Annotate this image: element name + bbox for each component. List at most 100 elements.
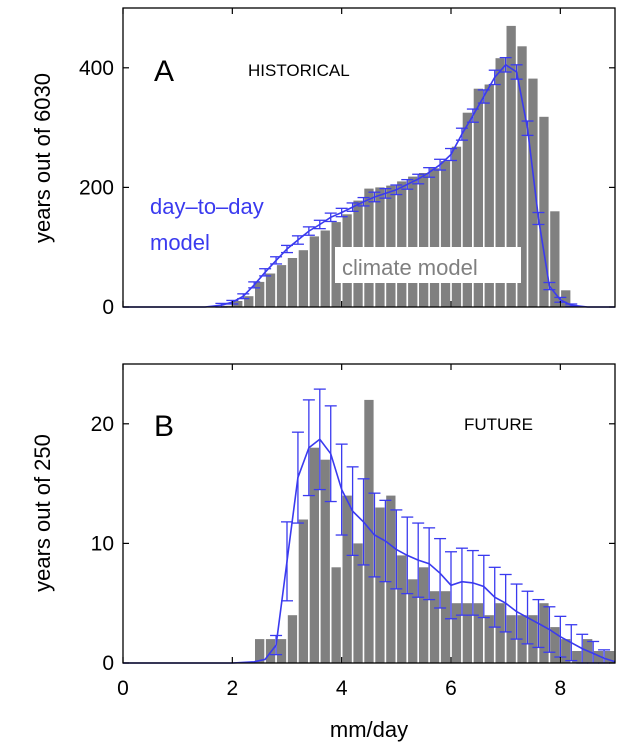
panel-b-letter: B (154, 410, 174, 443)
panel-b-error-bar (488, 566, 501, 628)
panel-a-error-bar (281, 244, 293, 254)
x-axis-label: mm/day (330, 717, 408, 742)
panel-b-error-bar (302, 399, 315, 497)
panel-a-bar-legend-bg (335, 247, 521, 283)
panel-b-bar (462, 603, 472, 663)
panel-a-bar (244, 296, 254, 307)
panel-b-error-bar (499, 573, 512, 633)
panel-b-error-bar (313, 388, 326, 491)
panel-b-error-bar (270, 634, 283, 656)
panel-a-bar (561, 290, 571, 307)
panel-a: 0 200 400 A HISTORICAL day–to–day model cl… (30, 7, 616, 319)
panel-b-error-bar (423, 527, 436, 601)
panel-a-error-bar (335, 207, 348, 218)
panel-b-error-bar (532, 598, 545, 649)
panel-b-error-bar (412, 522, 425, 598)
panel-b-ytick-label: 20 (91, 413, 114, 436)
panel-b-error-bar (521, 590, 534, 645)
panel-b-error-bar (291, 431, 304, 524)
panel-b-error-bar (357, 478, 370, 566)
panel-b-error-bar (281, 521, 293, 602)
panel-a-bar (287, 258, 298, 307)
panel-a-error-bar (412, 173, 425, 185)
panel-a-error-bar (379, 187, 392, 199)
panel-a-error-bar (291, 235, 304, 245)
panel-a-error-bar (401, 178, 414, 190)
panel-a-axes-frame (122, 7, 616, 308)
panel-b-bar (287, 615, 298, 663)
panel-b-bar (550, 627, 560, 663)
panel-b-xtick-label: 4 (336, 677, 348, 700)
panel-b-bar (451, 603, 462, 663)
panel-a-error-bar (259, 268, 272, 277)
panel-a-bar (255, 281, 265, 307)
panel-b-bar (429, 591, 440, 663)
panel-b-bar (539, 603, 549, 663)
panel-a-bar (517, 46, 527, 308)
panel-b-bar (561, 639, 571, 663)
panel-b-bar (440, 591, 451, 663)
panel-b-model-line (123, 388, 616, 664)
panel-b-error-bar (346, 466, 359, 557)
panel-b-bar (473, 603, 483, 663)
panel-b-xtick-label: 0 (117, 677, 129, 700)
panel-a-line-legend-2: model (150, 230, 210, 255)
panel-a-bar (550, 211, 560, 307)
panel-b-bar (386, 495, 396, 663)
panel-b: 0 2 4 6 8 0 10 20 B FUTURE years out of 250 mm/… (30, 363, 616, 742)
panel-b-bar (419, 567, 429, 663)
panel-a-bar (440, 161, 451, 307)
panel-b-error-bar (455, 547, 468, 616)
panel-b-ticks: 0 2 4 6 8 0 10 20 (91, 364, 615, 700)
panel-b-bar (320, 459, 330, 663)
panel-a-error-bar (532, 211, 545, 226)
panel-b-xtick-label: 6 (445, 677, 457, 700)
panel-b-error-bar (335, 443, 348, 536)
panel-a-error-bar (466, 108, 479, 123)
panel-a-bar (506, 25, 516, 308)
panel-b-bar (331, 567, 341, 663)
panel-a-error-bar (390, 184, 403, 196)
panel-a-bar (408, 176, 418, 307)
panel-b-error-bar (565, 624, 578, 662)
panel-a-bar (276, 265, 287, 307)
panel-a-ytick-label: 400 (79, 57, 114, 80)
panel-a-bar (484, 84, 494, 307)
panel-a-error-bar (488, 69, 501, 86)
panel-b-ylabel: years out of 250 (30, 434, 55, 592)
panel-a-line-legend-1: day–to–day (150, 194, 264, 219)
panel-a-bar (419, 173, 429, 307)
panel-a-bar (528, 78, 538, 307)
panel-b-ytick-label: 0 (102, 652, 114, 675)
panel-a-bar (397, 181, 407, 307)
panel-a-error-bar (434, 158, 447, 171)
panel-a-error-bar (499, 56, 512, 73)
panel-b-bar (364, 399, 374, 663)
panel-a-error-bar (302, 226, 315, 236)
panel-b-error-bar (445, 551, 457, 620)
panel-b-bar (276, 639, 287, 663)
panel-b-bar (593, 651, 604, 663)
panel-a-error-bar (510, 64, 523, 80)
panel-b-bar (604, 651, 615, 663)
panel-a-ylabel: years out of 6030 (30, 73, 55, 243)
panel-a-error-bar (368, 191, 381, 203)
panel-b-bar (528, 615, 538, 663)
panel-b-error-bar (466, 549, 479, 616)
panel-a-error-bar (237, 293, 250, 300)
panel-b-error-bar (543, 606, 556, 653)
panel-b-xtick-label: 2 (226, 677, 238, 700)
panel-a-ytick-label: 0 (102, 296, 114, 319)
panel-a-bar (495, 58, 505, 308)
panel-a-bar (298, 250, 308, 307)
panel-b-title: FUTURE (464, 415, 533, 434)
panel-a-error-bar (445, 147, 457, 162)
panel-b-error-bar (368, 492, 381, 578)
panel-b-bar (375, 507, 385, 663)
panel-a-bar-legend: climate model (342, 255, 478, 280)
panel-b-bar (255, 639, 265, 663)
panel-a-error-bar (521, 120, 534, 137)
panel-a-ytick-label: 200 (79, 176, 114, 199)
panel-b-ytick-label: 10 (91, 532, 114, 555)
